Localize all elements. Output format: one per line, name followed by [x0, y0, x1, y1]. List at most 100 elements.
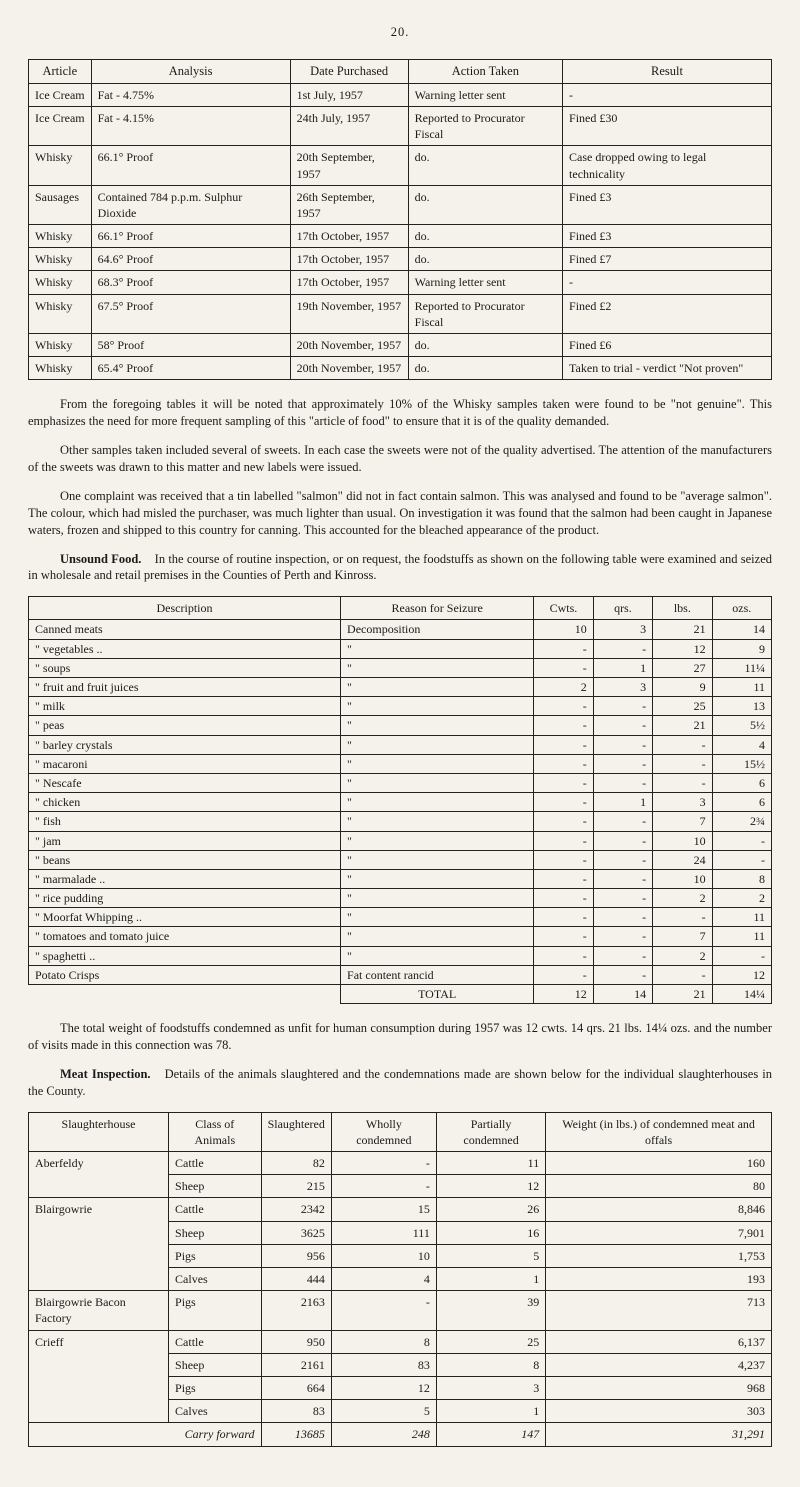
table-cell: Fined £2 — [563, 294, 772, 333]
section-heading: Unsound Food. — [60, 552, 141, 566]
table-cell: 3625 — [261, 1221, 331, 1244]
table-cell: " tomatoes and tomato juice — [29, 927, 341, 946]
table-cell: 3 — [593, 620, 652, 639]
table-cell: Fined £7 — [563, 248, 772, 271]
col-qrs: qrs. — [593, 597, 652, 620]
table-row: " macaroni"---15½ — [29, 754, 772, 773]
table-purchases: Article Analysis Date Purchased Action T… — [28, 59, 772, 381]
table-cell: - — [563, 83, 772, 106]
table-cell: Pigs — [169, 1291, 262, 1330]
table-header-row: Slaughterhouse Class of Animals Slaughte… — [29, 1112, 772, 1151]
table-cell: Sheep — [169, 1175, 262, 1198]
table-cell: Fined £30 — [563, 106, 772, 145]
col-partially: Partially condemned — [436, 1112, 545, 1151]
table-cell: Whisky — [29, 271, 92, 294]
table-cell: 5 — [331, 1400, 436, 1423]
table-cell: 6 — [712, 793, 771, 812]
table-row: " milk"--2513 — [29, 697, 772, 716]
table-cell: 11¼ — [712, 658, 771, 677]
table-cell: " — [341, 889, 534, 908]
table-cell: - — [534, 889, 593, 908]
table-cell: - — [593, 639, 652, 658]
table-row: " Moorfat Whipping .."---11 — [29, 908, 772, 927]
table-cell: " — [341, 946, 534, 965]
table-cell: Whisky — [29, 294, 92, 333]
table-row: " Nescafe"---6 — [29, 773, 772, 792]
table-cell: 9 — [653, 678, 712, 697]
table-cell: - — [534, 793, 593, 812]
table-cell: " fruit and fruit juices — [29, 678, 341, 697]
table-cell: " — [341, 850, 534, 869]
table-cell: Ice Cream — [29, 106, 92, 145]
table-cell: 13 — [712, 697, 771, 716]
table-cell: 713 — [546, 1291, 772, 1330]
col-action: Action Taken — [408, 59, 562, 83]
table-row: " peas"--215½ — [29, 716, 772, 735]
table-cell: 20th September, 1957 — [290, 146, 408, 185]
table-row: " spaghetti .."--2- — [29, 946, 772, 965]
table-cell: " — [341, 773, 534, 792]
table-cell: 6,137 — [546, 1330, 772, 1353]
table-cell: - — [331, 1291, 436, 1330]
paragraph: The total weight of foodstuffs condemned… — [28, 1020, 772, 1054]
table-cell: " — [341, 869, 534, 888]
table-cell: 24th July, 1957 — [290, 106, 408, 145]
table-cell: Fat content rancid — [341, 965, 534, 984]
table-cell: Calves — [169, 1400, 262, 1423]
table-cell: 2161 — [261, 1353, 331, 1376]
table-cell: 111 — [331, 1221, 436, 1244]
table-cell: - — [593, 754, 652, 773]
table-cell: 1 — [436, 1400, 545, 1423]
table-cell: 7 — [653, 927, 712, 946]
page-number: 20. — [28, 24, 772, 41]
col-article: Article — [29, 59, 92, 83]
table-cell: - — [593, 812, 652, 831]
table-unsound-food: Description Reason for Seizure Cwts. qrs… — [28, 596, 772, 1004]
table-cell: 10 — [653, 869, 712, 888]
table-cell: " — [341, 658, 534, 677]
table-cell: 1 — [593, 793, 652, 812]
table-cell: 10 — [534, 620, 593, 639]
col-cwts: Cwts. — [534, 597, 593, 620]
col-ozs: ozs. — [712, 597, 771, 620]
col-date: Date Purchased — [290, 59, 408, 83]
table-row: Whisky67.5° Proof19th November, 1957Repo… — [29, 294, 772, 333]
table-cell: Fined £3 — [563, 185, 772, 224]
table-cell: Fined £6 — [563, 334, 772, 357]
table-cell: Fined £3 — [563, 225, 772, 248]
col-wholly: Wholly condemned — [331, 1112, 436, 1151]
table-cell: " spaghetti .. — [29, 946, 341, 965]
table-cell: - — [593, 773, 652, 792]
col-analysis: Analysis — [91, 59, 290, 83]
table-cell: - — [653, 773, 712, 792]
table-cell: 12 — [712, 965, 771, 984]
total-cwts: 12 — [534, 985, 593, 1004]
table-row: Whisky68.3° Proof17th October, 1957Warni… — [29, 271, 772, 294]
table-cell: " milk — [29, 697, 341, 716]
table-row: " soups"-12711¼ — [29, 658, 772, 677]
table-cell: Taken to trial - verdict "Not proven" — [563, 357, 772, 380]
table-row: " chicken"-136 — [29, 793, 772, 812]
table-cell: Cattle — [169, 1152, 262, 1175]
table-cell: 8 — [436, 1353, 545, 1376]
table-cell: " — [341, 735, 534, 754]
table-cell: 10 — [331, 1244, 436, 1267]
table-cell: 17th October, 1957 — [290, 271, 408, 294]
table-cell: Potato Crisps — [29, 965, 341, 984]
table-total-row: TOTAL 12 14 21 14¼ — [29, 985, 772, 1004]
table-cell: - — [593, 735, 652, 754]
table-meat-inspection: Slaughterhouse Class of Animals Slaughte… — [28, 1112, 772, 1447]
table-cell: 2163 — [261, 1291, 331, 1330]
table-cell: - — [593, 850, 652, 869]
slaughterhouse-name: Blairgowrie — [29, 1198, 169, 1291]
total-ozs: 14¼ — [712, 985, 771, 1004]
table-cell: " peas — [29, 716, 341, 735]
table-row: Blairgowrie Bacon FactoryPigs2163-39713 — [29, 1291, 772, 1330]
table-cell: - — [712, 946, 771, 965]
table-cell: - — [593, 927, 652, 946]
table-row: Whisky65.4° Proof20th November, 1957do.T… — [29, 357, 772, 380]
table-cell: do. — [408, 185, 562, 224]
table-cell: 6 — [712, 773, 771, 792]
table-cell: 20th November, 1957 — [290, 334, 408, 357]
table-cell: 3 — [593, 678, 652, 697]
